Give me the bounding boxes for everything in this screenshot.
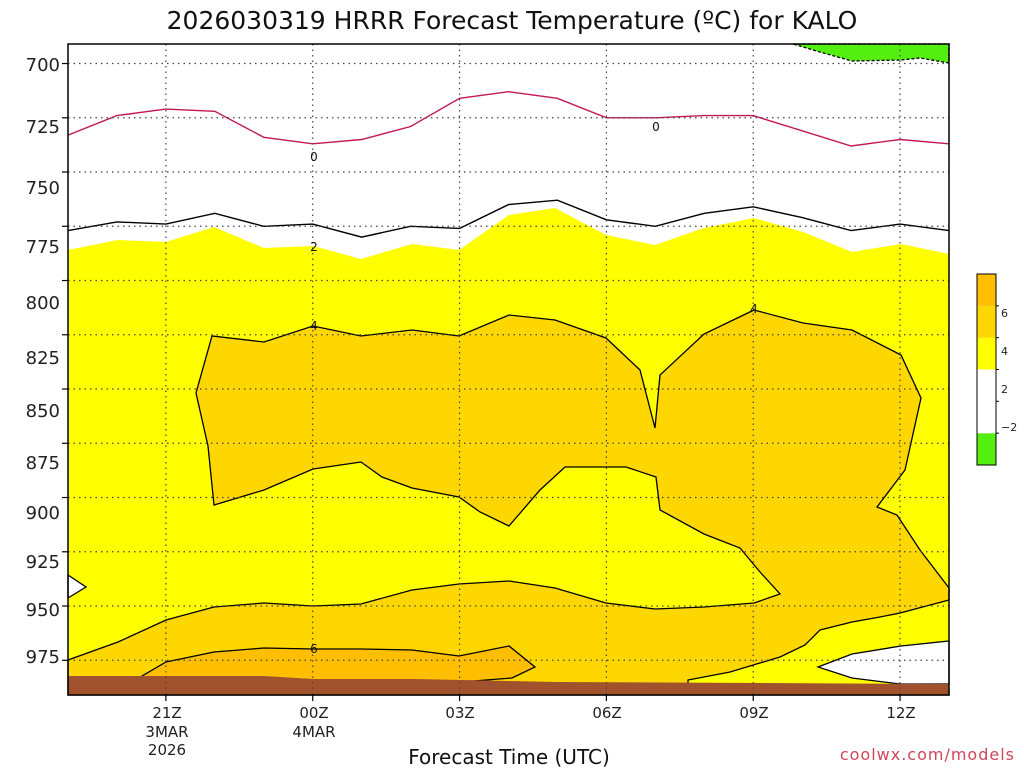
contour-label-4-right: 4 xyxy=(750,302,758,316)
contour-line-2 xyxy=(67,199,950,238)
x-tick-label: 03Z xyxy=(445,704,474,722)
x-tick-date: 3MAR xyxy=(145,723,188,741)
y-tick-label: 975 xyxy=(26,647,60,668)
terrain-surface xyxy=(68,676,949,695)
x-axis-label: Forecast Time (UTC) xyxy=(408,745,610,768)
x-tick-label: 12Z xyxy=(886,704,915,722)
colorbar-bin xyxy=(977,433,996,465)
colorbar-bin xyxy=(977,337,996,370)
contour-label-0-left: 0 xyxy=(310,150,318,164)
x-tick-date: 4MAR xyxy=(292,723,335,741)
y-tick-label: 775 xyxy=(26,237,60,258)
contour-label-6: 6 xyxy=(310,642,318,656)
y-tick-label: 800 xyxy=(26,293,60,314)
contour-label-2: 2 xyxy=(310,240,318,254)
colorbar-frame xyxy=(976,273,997,466)
credit-link[interactable]: coolwx.com/models xyxy=(840,745,1015,764)
y-tick-label: 750 xyxy=(26,178,60,199)
x-tick-label: 09Z xyxy=(739,704,768,722)
colorbar-bin xyxy=(977,401,996,434)
chart-title: 2026030319 HRRR Forecast Temperature (ºC… xyxy=(167,6,858,35)
colorbar-bin xyxy=(977,369,996,402)
y-tick-label: 875 xyxy=(26,453,60,474)
x-tick-label: 21Z xyxy=(152,704,181,722)
y-tick-label: 850 xyxy=(26,401,60,422)
y-tick-label: 825 xyxy=(26,348,60,369)
plot-area xyxy=(62,43,950,701)
grid-layer xyxy=(62,44,949,701)
x-axis: 21Z 3MAR 2026 00Z 4MAR 03Z 06Z 09Z 12Z xyxy=(145,704,915,759)
colorbar-tick-label: 6 xyxy=(1001,307,1008,320)
x-tick-year: 2026 xyxy=(148,741,186,759)
colorbar-tick-label: 2 xyxy=(1001,383,1008,396)
contour-label-0-right: 0 xyxy=(652,120,660,134)
y-tick-label: 700 xyxy=(26,55,60,76)
colorbar-bin xyxy=(977,305,996,338)
contour-layer xyxy=(67,90,950,238)
y-tick-label: 925 xyxy=(26,552,60,573)
y-tick-label: 950 xyxy=(26,600,60,621)
x-tick-label: 00Z xyxy=(299,704,328,722)
y-tick-label: 900 xyxy=(26,503,60,524)
fill-green-corner xyxy=(792,43,950,64)
contour-line-0 xyxy=(67,90,950,147)
plot-frame xyxy=(67,43,950,696)
colorbar-tick-label: 4 xyxy=(1001,345,1008,358)
colorbar-tick-label: −2 xyxy=(1001,421,1017,434)
contour-label-4-left: 4 xyxy=(310,319,318,333)
y-tick-label: 725 xyxy=(26,117,60,138)
x-tick-label: 06Z xyxy=(592,704,621,722)
colorbar-bin xyxy=(977,274,996,306)
colorbar-legend: 6 4 2 −2 xyxy=(976,273,1017,466)
y-axis: 700 725 750 775 800 825 850 875 900 925 … xyxy=(26,55,60,668)
